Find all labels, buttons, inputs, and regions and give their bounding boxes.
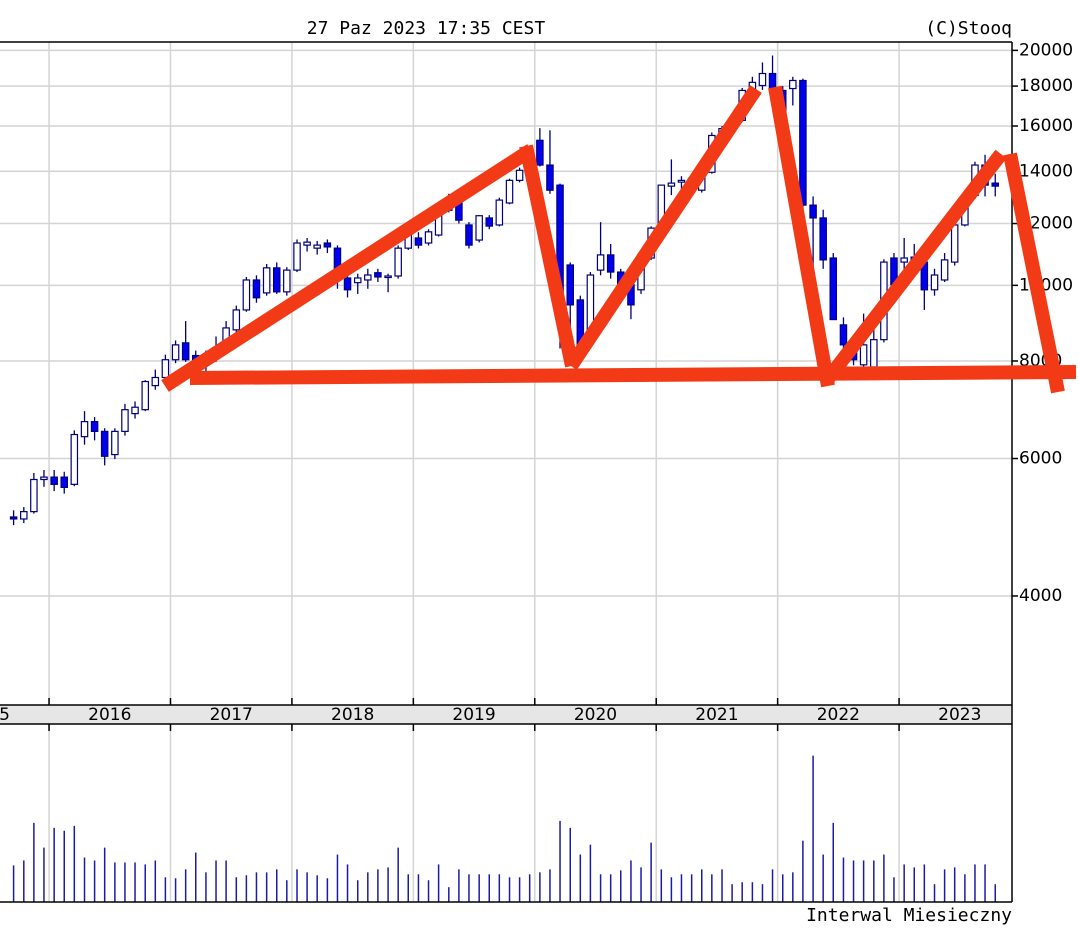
x-tick-label: 2020: [574, 705, 617, 725]
candle-body: [30, 478, 38, 513]
candle-body: [242, 279, 251, 311]
candle-body: [870, 339, 878, 368]
candle-body: [313, 244, 321, 249]
candle-body: [384, 275, 392, 279]
candle-body: [596, 254, 605, 271]
candle-body: [789, 79, 797, 90]
y-tick-label: 4000: [1019, 586, 1062, 606]
candle-body: [293, 242, 301, 271]
candle-body: [60, 476, 68, 489]
x-axis-band: [0, 705, 1012, 724]
candle-body: [181, 342, 190, 361]
candle-body: [677, 179, 686, 183]
candle-body: [252, 279, 261, 299]
candle-body: [394, 247, 402, 277]
candle-body: [131, 406, 139, 415]
candle-body: [566, 264, 574, 306]
x-tick-label: 2019: [452, 705, 495, 725]
candle-body: [536, 139, 544, 166]
candle-body: [606, 254, 615, 273]
y-tick-label: 20000: [1019, 40, 1073, 60]
candle-body: [991, 182, 1000, 187]
x-tick-label: 2016: [88, 705, 131, 725]
annotation-line: [519, 144, 579, 368]
candle-body: [272, 267, 281, 293]
annotation-line: [189, 365, 1077, 385]
annotation-line: [161, 144, 535, 392]
candle-body: [90, 421, 99, 432]
y-tick-label: 6000: [1019, 449, 1062, 469]
candle-body: [475, 215, 483, 241]
source: (C)Stooq: [925, 18, 1012, 39]
x-tick-label: 2017: [210, 705, 253, 725]
x-tick-label: 2022: [817, 705, 860, 725]
candle-body: [758, 72, 767, 87]
plot-area: [9, 55, 1000, 902]
annotation-line: [768, 85, 835, 388]
annotation-lines: [161, 85, 1077, 394]
candle-body: [141, 380, 149, 411]
chart-title: 27 Paz 2023 17:35 CEST: [307, 18, 546, 39]
x-tick-label: 2023: [938, 705, 981, 725]
x-tick-label: 2021: [695, 705, 738, 725]
candle-body: [900, 257, 908, 263]
x-tick-label: 2018: [331, 705, 374, 725]
candle-body: [950, 224, 959, 263]
candle-body: [839, 324, 848, 346]
y-tick-label: 12000: [1019, 214, 1073, 234]
candle-body: [80, 421, 89, 438]
candle-body: [667, 182, 676, 187]
tick-labels: 4000600080001000012000140001600018000200…: [1012, 40, 1073, 606]
candle-body: [829, 257, 838, 321]
x-tick-label: 2015: [0, 705, 10, 725]
candle-body: [465, 224, 473, 246]
candle-body: [799, 79, 807, 206]
candle-body: [353, 277, 362, 284]
candle-body: [515, 169, 524, 181]
candle-body: [121, 409, 129, 432]
candle-body: [232, 309, 241, 331]
annotation-line: [565, 85, 762, 370]
candle-body: [171, 344, 180, 361]
candle-body: [495, 199, 504, 226]
candle-body: [546, 164, 554, 191]
candle-body: [485, 217, 494, 227]
y-tick-label: 14000: [1019, 161, 1073, 181]
candle-body: [100, 430, 109, 457]
candle-body: [343, 277, 352, 291]
y-tick-label: 18000: [1019, 76, 1073, 96]
candle-body: [424, 231, 433, 244]
candle-body: [20, 511, 28, 520]
candle-body: [940, 259, 949, 281]
candle-body: [819, 217, 827, 261]
candle-body: [303, 241, 311, 246]
candle-body: [414, 237, 423, 246]
candle-body: [930, 274, 939, 291]
candle-body: [111, 430, 119, 456]
candle-body: [70, 433, 79, 485]
candle-body: [50, 476, 58, 485]
candle-body: [151, 376, 160, 387]
footer: Interwal Miesieczny: [806, 905, 1012, 926]
candle-body: [374, 272, 382, 278]
y-tick-label: 10000: [1019, 275, 1073, 295]
annotation-line: [1003, 152, 1065, 394]
y-tick-label: 16000: [1019, 116, 1073, 136]
candle-body: [161, 359, 170, 379]
candle-body: [364, 274, 372, 281]
candle-body: [262, 267, 271, 294]
candle-body: [505, 179, 514, 204]
candle-body: [40, 476, 48, 481]
annotation-line: [821, 149, 1007, 385]
candle-body: [859, 344, 868, 366]
candle-body: [283, 269, 291, 293]
candle-body: [9, 516, 18, 520]
candle-body: [809, 204, 817, 219]
candle-body: [323, 242, 332, 248]
